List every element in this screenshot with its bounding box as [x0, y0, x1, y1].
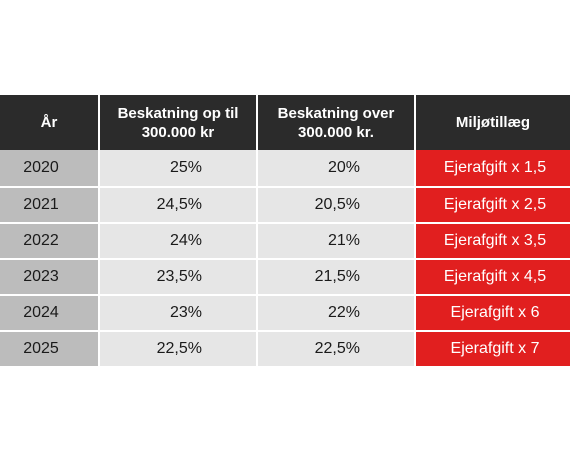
environment-cell: Ejerafgift x 1,5	[416, 150, 570, 186]
column-divider	[256, 150, 258, 186]
column-divider	[414, 222, 416, 258]
column-divider	[256, 186, 258, 222]
column-divider	[414, 95, 416, 150]
tax-up-to-cell: 22,5%	[100, 330, 256, 366]
column-divider	[256, 294, 258, 330]
tax-over-cell: 20%	[258, 150, 414, 186]
header-tax-up-to: Beskatning op til 300.000 kr	[100, 95, 256, 150]
year-cell: 2025	[0, 330, 98, 366]
tax-up-to-cell: 24%	[100, 222, 256, 258]
column-divider	[256, 330, 258, 366]
column-divider	[98, 150, 100, 186]
column-divider	[414, 258, 416, 294]
tax-up-to-cell: 24,5%	[100, 186, 256, 222]
tax-over-cell: 21%	[258, 222, 414, 258]
tax-up-to-cell: 25%	[100, 150, 256, 186]
column-divider	[98, 95, 100, 150]
column-divider	[98, 222, 100, 258]
year-cell: 2021	[0, 186, 98, 222]
column-divider	[414, 150, 416, 186]
year-cell: 2020	[0, 150, 98, 186]
header-year: År	[0, 95, 98, 150]
column-divider	[256, 222, 258, 258]
column-divider	[98, 294, 100, 330]
environment-cell: Ejerafgift x 2,5	[416, 186, 570, 222]
environment-cell: Ejerafgift x 6	[416, 294, 570, 330]
year-cell: 2022	[0, 222, 98, 258]
tax-over-cell: 20,5%	[258, 186, 414, 222]
environment-cell: Ejerafgift x 7	[416, 330, 570, 366]
tax-up-to-cell: 23,5%	[100, 258, 256, 294]
year-cell: 2023	[0, 258, 98, 294]
column-divider	[414, 294, 416, 330]
environment-cell: Ejerafgift x 4,5	[416, 258, 570, 294]
column-divider	[414, 186, 416, 222]
column-divider	[256, 95, 258, 150]
column-divider	[98, 186, 100, 222]
column-divider	[98, 330, 100, 366]
tax-up-to-cell: 23%	[100, 294, 256, 330]
tax-table: År Beskatning op til 300.000 kr Beskatni…	[0, 95, 570, 366]
tax-over-cell: 22,5%	[258, 330, 414, 366]
column-divider	[256, 258, 258, 294]
header-tax-over: Beskatning over 300.000 kr.	[258, 95, 414, 150]
header-environment: Miljøtillæg	[416, 95, 570, 150]
column-divider	[414, 330, 416, 366]
tax-over-cell: 21,5%	[258, 258, 414, 294]
tax-over-cell: 22%	[258, 294, 414, 330]
column-divider	[98, 258, 100, 294]
year-cell: 2024	[0, 294, 98, 330]
environment-cell: Ejerafgift x 3,5	[416, 222, 570, 258]
